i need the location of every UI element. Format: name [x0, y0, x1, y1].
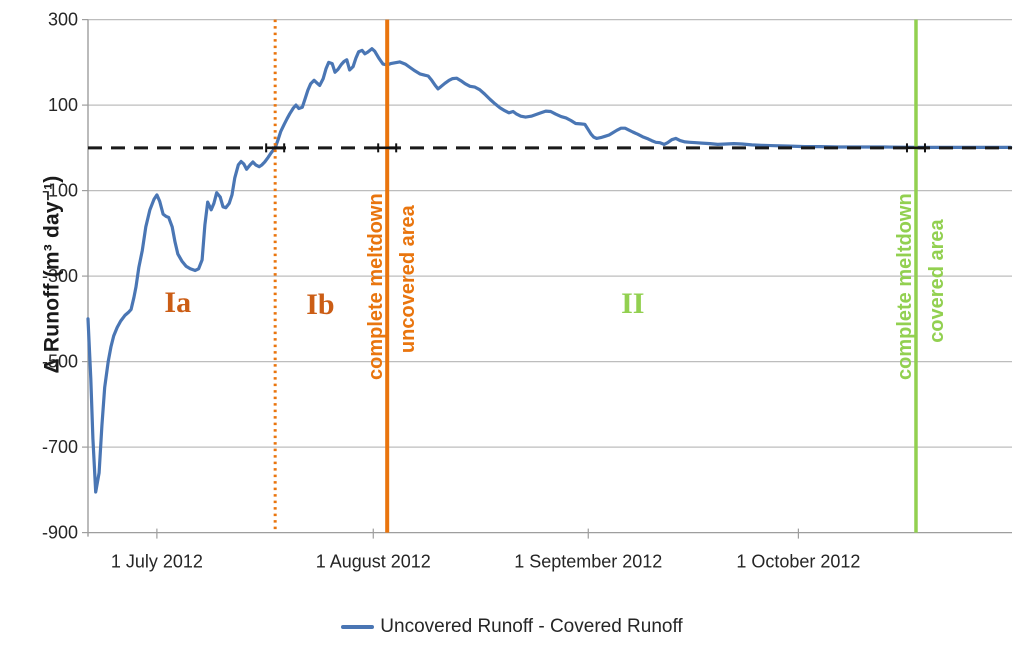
y-tick-label: -100 — [42, 181, 78, 201]
series-line — [86, 47, 1013, 494]
plot-area: 300 100 -100 -300 -500 -700 -900 1 July 2012 1 A… — [42, 10, 1013, 572]
y-tick-label: 300 — [48, 10, 78, 30]
y-tick-label: -500 — [42, 352, 78, 372]
y-tick-label: -900 — [42, 523, 78, 543]
legend-line-swatch — [341, 625, 375, 629]
x-tick-label: 1 August 2012 — [316, 552, 431, 572]
legend-label: Uncovered Runoff - Covered Runoff — [380, 616, 683, 637]
y-tick-label: 100 — [48, 95, 78, 115]
vline-label-left: complete meltdown — [894, 193, 916, 380]
y-tick-label: -700 — [42, 437, 78, 457]
x-tick-label: 1 September 2012 — [514, 552, 662, 572]
x-tick-label: 1 July 2012 — [111, 552, 203, 572]
phase-label-Ia: Ia — [164, 286, 191, 319]
x-tick-label: 1 October 2012 — [736, 552, 860, 572]
legend: Uncovered Runoff - Covered Runoff — [0, 616, 1024, 638]
vline-label-right: covered area — [926, 218, 948, 342]
vline-label-left: complete meltdown — [365, 193, 387, 380]
y-axis-title: Δ Runoff (m³ day⁻¹) — [40, 175, 64, 374]
vline-label-right: uncovered area — [397, 204, 419, 353]
y-tick-label: -300 — [42, 266, 78, 286]
phase-label-II: II — [621, 287, 644, 320]
phase-label-Ib: Ib — [306, 288, 334, 321]
